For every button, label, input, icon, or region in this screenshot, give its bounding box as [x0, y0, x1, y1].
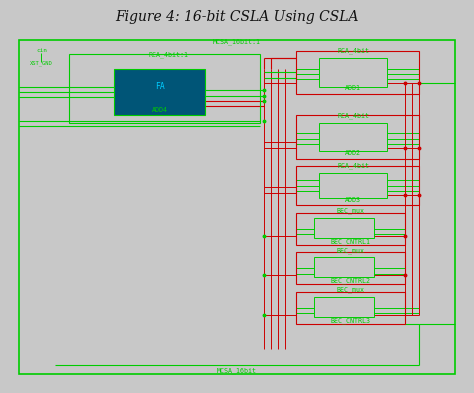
Text: BEC_mux: BEC_mux: [337, 247, 365, 253]
Text: BEC_CNTRL2: BEC_CNTRL2: [331, 277, 371, 284]
Bar: [314, 218, 374, 238]
Text: cin: cin: [36, 48, 47, 53]
Bar: [296, 166, 419, 205]
Text: FA: FA: [155, 82, 164, 91]
Text: BEC_mux: BEC_mux: [337, 286, 365, 293]
Bar: [319, 123, 387, 151]
Bar: [114, 69, 205, 116]
Text: MCSA_16bit:1: MCSA_16bit:1: [213, 39, 261, 45]
Text: RCA_4bit: RCA_4bit: [337, 162, 369, 169]
Text: BEC_mux: BEC_mux: [337, 208, 365, 214]
Bar: [296, 51, 419, 94]
Bar: [314, 257, 374, 277]
Bar: [296, 116, 419, 159]
Bar: [296, 252, 405, 285]
Text: ADD4: ADD4: [152, 107, 168, 113]
Text: XST_GND: XST_GND: [30, 61, 53, 66]
Text: BEC_CNTRL1: BEC_CNTRL1: [331, 238, 371, 244]
Bar: [69, 54, 260, 123]
Bar: [296, 292, 405, 324]
Text: ADD1: ADD1: [345, 85, 361, 92]
Text: RCA_4bit:1: RCA_4bit:1: [149, 51, 189, 58]
Text: ADD2: ADD2: [345, 150, 361, 156]
Bar: [319, 173, 387, 198]
Text: ADD3: ADD3: [345, 197, 361, 203]
Bar: [314, 297, 374, 317]
Bar: [296, 213, 405, 245]
Bar: [319, 58, 387, 87]
Text: Figure 4: 16-bit CSLA Using CSLA: Figure 4: 16-bit CSLA Using CSLA: [115, 10, 359, 24]
Text: BEC_CNTRL3: BEC_CNTRL3: [331, 317, 371, 324]
Text: MCSA_16bit: MCSA_16bit: [217, 367, 257, 374]
Text: RCA_4bit: RCA_4bit: [337, 48, 369, 54]
Text: RCA_4bit: RCA_4bit: [337, 112, 369, 119]
